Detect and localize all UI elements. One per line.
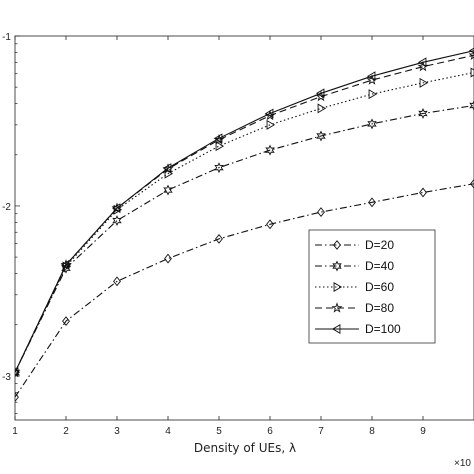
x-tick-label: 1 [12, 426, 18, 437]
data-point [264, 108, 274, 119]
data-point [215, 233, 223, 244]
legend-label: D=20 [365, 238, 394, 252]
data-point [265, 144, 275, 156]
legend-box [308, 229, 436, 344]
legend-entry: D=80 [315, 301, 394, 315]
x-axis-exponent-label: ×10 [454, 458, 471, 469]
y-tick-label: -2 [2, 202, 11, 213]
data-point [419, 187, 427, 198]
data-point [368, 89, 378, 100]
series-d-20 [15, 178, 474, 403]
data-point [113, 276, 121, 287]
axis-ticks: 1 2 3 4 5 6 7 8 9 -3 -2 -1 [2, 32, 426, 437]
data-point [15, 366, 20, 378]
data-point [468, 47, 474, 54]
data-point [62, 316, 70, 327]
data-point [417, 57, 427, 68]
data-point [112, 215, 122, 227]
y-tick-label: -1 [2, 32, 11, 43]
legend-marker [333, 240, 341, 250]
x-tick-label: 4 [165, 426, 171, 437]
data-point [111, 203, 121, 214]
legend-entry: D=100 [315, 322, 401, 336]
data-point [215, 141, 225, 152]
legend: D=20 D=40 D=60 D=80 D=100 [308, 229, 436, 344]
legend-label: D=40 [365, 259, 394, 273]
data-point [15, 392, 19, 403]
x-tick-label: 8 [369, 426, 375, 437]
series-line [15, 104, 474, 373]
data-point [164, 253, 172, 264]
legend-entry: D=20 [315, 238, 394, 252]
legend-label: D=80 [365, 301, 394, 315]
x-tick-label: 2 [63, 426, 69, 437]
legend-entry: D=60 [315, 280, 394, 294]
plot-frame [14, 35, 474, 421]
data-point [470, 178, 474, 189]
x-axis-title: Density of UEs, λ [194, 441, 296, 455]
x-tick-label: 6 [267, 426, 273, 437]
data-point [368, 197, 376, 208]
data-point [316, 130, 326, 142]
data-point [468, 49, 474, 60]
data-point [469, 100, 474, 111]
data-point [163, 184, 173, 196]
plot-area [15, 36, 474, 420]
data-point [418, 108, 428, 119]
data-point [317, 103, 327, 114]
legend-marker [331, 324, 341, 334]
data-point [266, 119, 276, 130]
data-point [367, 118, 377, 130]
data-point [317, 207, 325, 218]
x-tick-label: 3 [114, 426, 120, 437]
data-point [419, 77, 429, 88]
data-point [366, 71, 376, 82]
x-tick-label: 9 [420, 426, 426, 437]
legend-label: D=100 [365, 322, 401, 336]
series-d-100 [15, 47, 474, 378]
data-point [315, 88, 325, 99]
data-point [60, 259, 70, 270]
data-point [214, 162, 224, 174]
x-tick-label: 5 [216, 426, 222, 437]
x-tick-label: 7 [318, 426, 324, 437]
data-point [162, 163, 172, 174]
legend-marker [333, 282, 343, 292]
legend-marker [332, 260, 342, 272]
data-point [470, 67, 474, 78]
x-axis-exponent: ×10 [454, 458, 471, 469]
series-line [15, 50, 474, 373]
y-tick-label: -3 [2, 372, 11, 383]
series-line [15, 183, 474, 398]
data-point [15, 367, 19, 378]
legend-label: D=60 [365, 280, 394, 294]
legend-entry: D=40 [315, 259, 394, 273]
data-point [266, 219, 274, 230]
data-point [213, 133, 223, 144]
series-layer [15, 47, 474, 403]
legend-marker [331, 302, 343, 313]
